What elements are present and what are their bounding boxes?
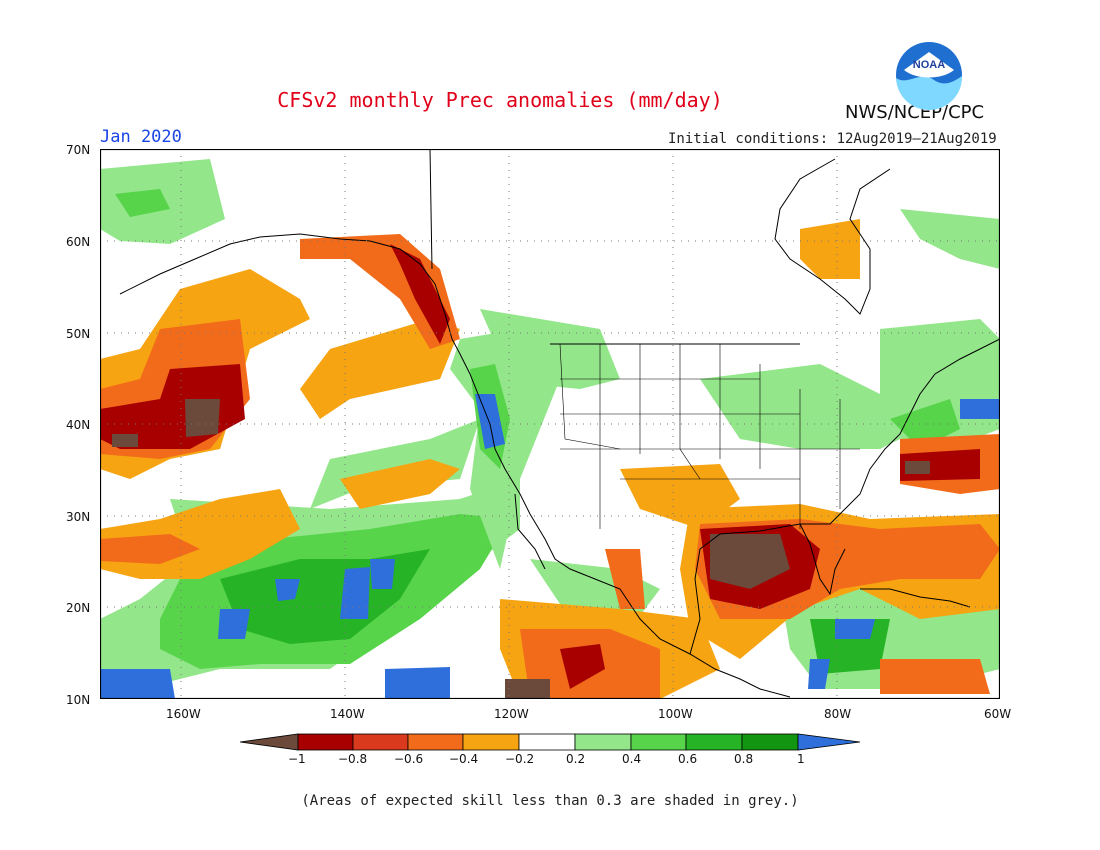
dry-patch-gulf-core	[710, 534, 790, 589]
colorbar-label-neg1: −1	[288, 752, 306, 766]
very-wet-spot-7	[475, 394, 505, 449]
wet-patch-northeast-core	[890, 399, 960, 449]
precip-anomaly-map	[100, 149, 1000, 699]
lon-label-120w: 120W	[494, 707, 529, 721]
dry-band-pacific2	[340, 459, 460, 509]
wet-patch-labrador	[900, 209, 1000, 269]
lat-label-20n: 20N	[66, 601, 91, 615]
very-wet-spot-2	[340, 567, 370, 619]
dry-patch-mexico-deep	[560, 644, 605, 689]
agency-label: NWS/NCEP/CPC	[845, 102, 985, 123]
skill-footnote: (Areas of expected skill less than 0.3 a…	[301, 793, 799, 809]
colorbar	[239, 733, 861, 751]
lat-label-50n: 50N	[66, 327, 91, 341]
wet-patch-greatlakes	[700, 364, 920, 449]
colorbar-swatch-3	[407, 733, 464, 751]
state-borders	[559, 343, 860, 529]
dry-patch-hudson	[800, 219, 860, 279]
map-frame	[100, 149, 1000, 699]
graticule	[100, 149, 1000, 699]
colorbar-label-0.6: 0.6	[678, 752, 698, 766]
coastlines	[119, 149, 1000, 698]
colorbar-label-0.2: 0.2	[566, 752, 586, 766]
dry-patch-alaska-deep	[390, 244, 450, 344]
dry-patch-n-pacific-core2	[112, 434, 138, 447]
colorbar-label-0.8: 0.8	[734, 752, 754, 766]
very-wet-spot-4	[218, 609, 250, 639]
very-wet-spot-8	[835, 619, 875, 639]
lon-label-160w: 160W	[166, 707, 201, 721]
colorbar-swatch-9	[741, 733, 799, 751]
lat-label-60n: 60N	[66, 235, 91, 249]
anomaly-patches	[100, 159, 1000, 699]
logo-text: NOAA	[913, 59, 945, 71]
colorbar-label-neg0.4: −0.4	[449, 752, 479, 766]
very-wet-spot-1	[275, 579, 300, 601]
lon-label-80w: 80W	[824, 707, 852, 721]
wet-patch-nw-inner	[115, 189, 170, 217]
colorbar-swatch-8	[685, 733, 743, 751]
lon-label-60w: 60W	[984, 707, 1012, 721]
dry-patch-mexico-core	[505, 679, 550, 699]
colorbar-label-0.4: 0.4	[622, 752, 642, 766]
very-wet-spot-9	[960, 399, 1000, 419]
colorbar-swatch-lt-neg1	[239, 733, 299, 751]
dry-patch-atlantic-core	[905, 461, 930, 474]
dry-patch-n-pacific-core1	[185, 399, 220, 437]
lon-label-140w: 140W	[330, 707, 365, 721]
colorbar-swatch-gt-1	[797, 733, 861, 751]
colorbar-swatch-1	[297, 733, 354, 751]
lat-label-30n: 30N	[66, 510, 91, 524]
chart-title: CFSv2 monthly Prec anomalies (mm/day)	[277, 88, 723, 112]
forecast-month: Jan 2020	[100, 127, 182, 147]
colorbar-swatch-2	[352, 733, 409, 751]
very-wet-spot-3	[370, 559, 395, 589]
colorbar-label-neg0.2: −0.2	[505, 752, 535, 766]
colorbar-label-neg0.8: −0.8	[338, 752, 368, 766]
dry-patch-subtropical-red	[100, 534, 200, 564]
dry-band-pacific	[300, 319, 460, 419]
colorbar-label-neg0.6: −0.6	[394, 752, 424, 766]
lon-label-100w: 100W	[658, 707, 693, 721]
lat-label-10n: 10N	[66, 693, 91, 707]
lat-label-70n: 70N	[66, 143, 91, 157]
very-wet-spot-5	[100, 669, 175, 699]
noaa-logo: NOAA	[896, 42, 963, 110]
dry-patch-venezuela	[880, 659, 990, 694]
very-wet-spot-10	[808, 659, 830, 689]
colorbar-swatch-6	[574, 733, 632, 751]
colorbar-swatch-5	[518, 733, 576, 751]
lat-label-40n: 40N	[66, 418, 91, 432]
colorbar-label-1: 1	[797, 752, 805, 766]
initial-conditions: Initial conditions: 12Aug2019–21Aug2019	[668, 131, 997, 147]
very-wet-spot-6	[385, 667, 450, 699]
colorbar-swatch-4	[462, 733, 520, 751]
wet-patch-canada-w	[480, 309, 620, 389]
dry-patch-sw-mexico	[605, 549, 645, 609]
colorbar-swatch-7	[630, 733, 687, 751]
